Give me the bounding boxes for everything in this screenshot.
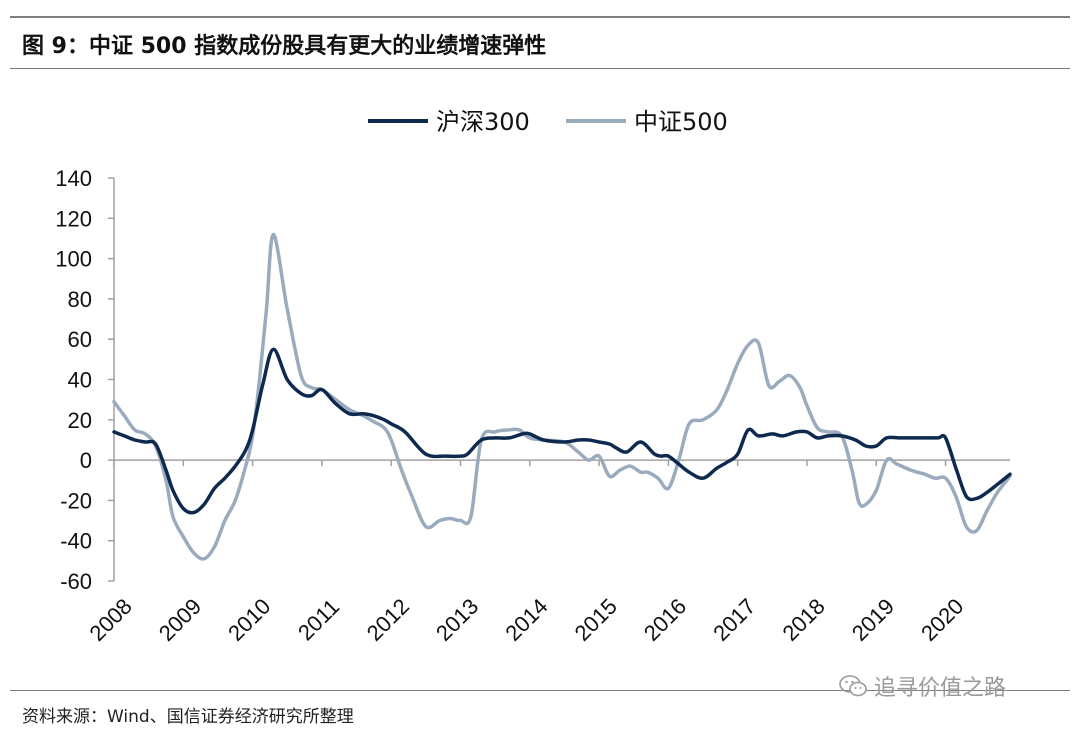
x-tick-label: 2012 bbox=[362, 594, 414, 646]
x-tick-label: 2013 bbox=[431, 594, 483, 646]
y-tick-label: 40 bbox=[68, 368, 92, 393]
x-tick-label: 2019 bbox=[847, 594, 899, 646]
x-tick-label: 2020 bbox=[916, 594, 968, 646]
x-tick-label: 2018 bbox=[778, 594, 830, 646]
y-tick-label: 20 bbox=[68, 408, 92, 433]
series-line-zz500 bbox=[112, 232, 1012, 561]
y-tick-label: 60 bbox=[68, 327, 92, 352]
y-tick-label: 100 bbox=[55, 247, 92, 272]
y-tick-label: 120 bbox=[55, 206, 92, 231]
x-tick-label: 2017 bbox=[708, 594, 760, 646]
x-tick-label: 2010 bbox=[223, 594, 275, 646]
y-tick-label: -40 bbox=[60, 529, 92, 554]
x-tick-label: 2011 bbox=[293, 594, 344, 645]
legend-label-zz500: 中证500 bbox=[634, 108, 728, 136]
line-chart: 沪深300 中证500 140120100806040200-20-40-60 … bbox=[55, 108, 1012, 646]
y-tick-label: 0 bbox=[80, 448, 92, 473]
top-rule bbox=[10, 16, 1070, 18]
watermark-text: 追寻价值之路 bbox=[874, 676, 1007, 701]
x-tick-label: 2015 bbox=[570, 594, 622, 646]
series-group bbox=[112, 232, 1012, 561]
source-note: 资料来源：Wind、国信证券经济研究所整理 bbox=[22, 707, 354, 727]
legend: 沪深300 中证500 bbox=[368, 108, 728, 136]
y-tick-label: -60 bbox=[60, 569, 92, 594]
x-tick-label: 2009 bbox=[154, 594, 206, 646]
x-tick-label: 2008 bbox=[85, 594, 137, 646]
y-axis: 140 120 100 80 60 40 20 0 -20 -40 -60 bbox=[55, 166, 115, 594]
x-axis: 2008 2009 2010 2011 2012 2013 2014 2015 2016 2017… bbox=[85, 460, 968, 646]
x-tick-label: 2016 bbox=[639, 594, 691, 646]
wechat-icon bbox=[839, 675, 867, 697]
figure-title: 图 9：中证 500 指数成份股具有更大的业绩增速弹性 bbox=[22, 34, 547, 59]
x-tick-label: 2014 bbox=[500, 594, 552, 646]
y-tick-label: -20 bbox=[60, 488, 92, 513]
legend-label-hs300: 沪深300 bbox=[436, 108, 530, 136]
series-line-hs300 bbox=[112, 347, 1012, 515]
title-rule bbox=[10, 68, 1070, 69]
y-tick-label: 140 bbox=[55, 166, 92, 191]
watermark: 追寻价值之路 bbox=[838, 670, 1006, 702]
y-tick-label: 80 bbox=[68, 287, 92, 312]
bottom-rule bbox=[10, 690, 1070, 691]
